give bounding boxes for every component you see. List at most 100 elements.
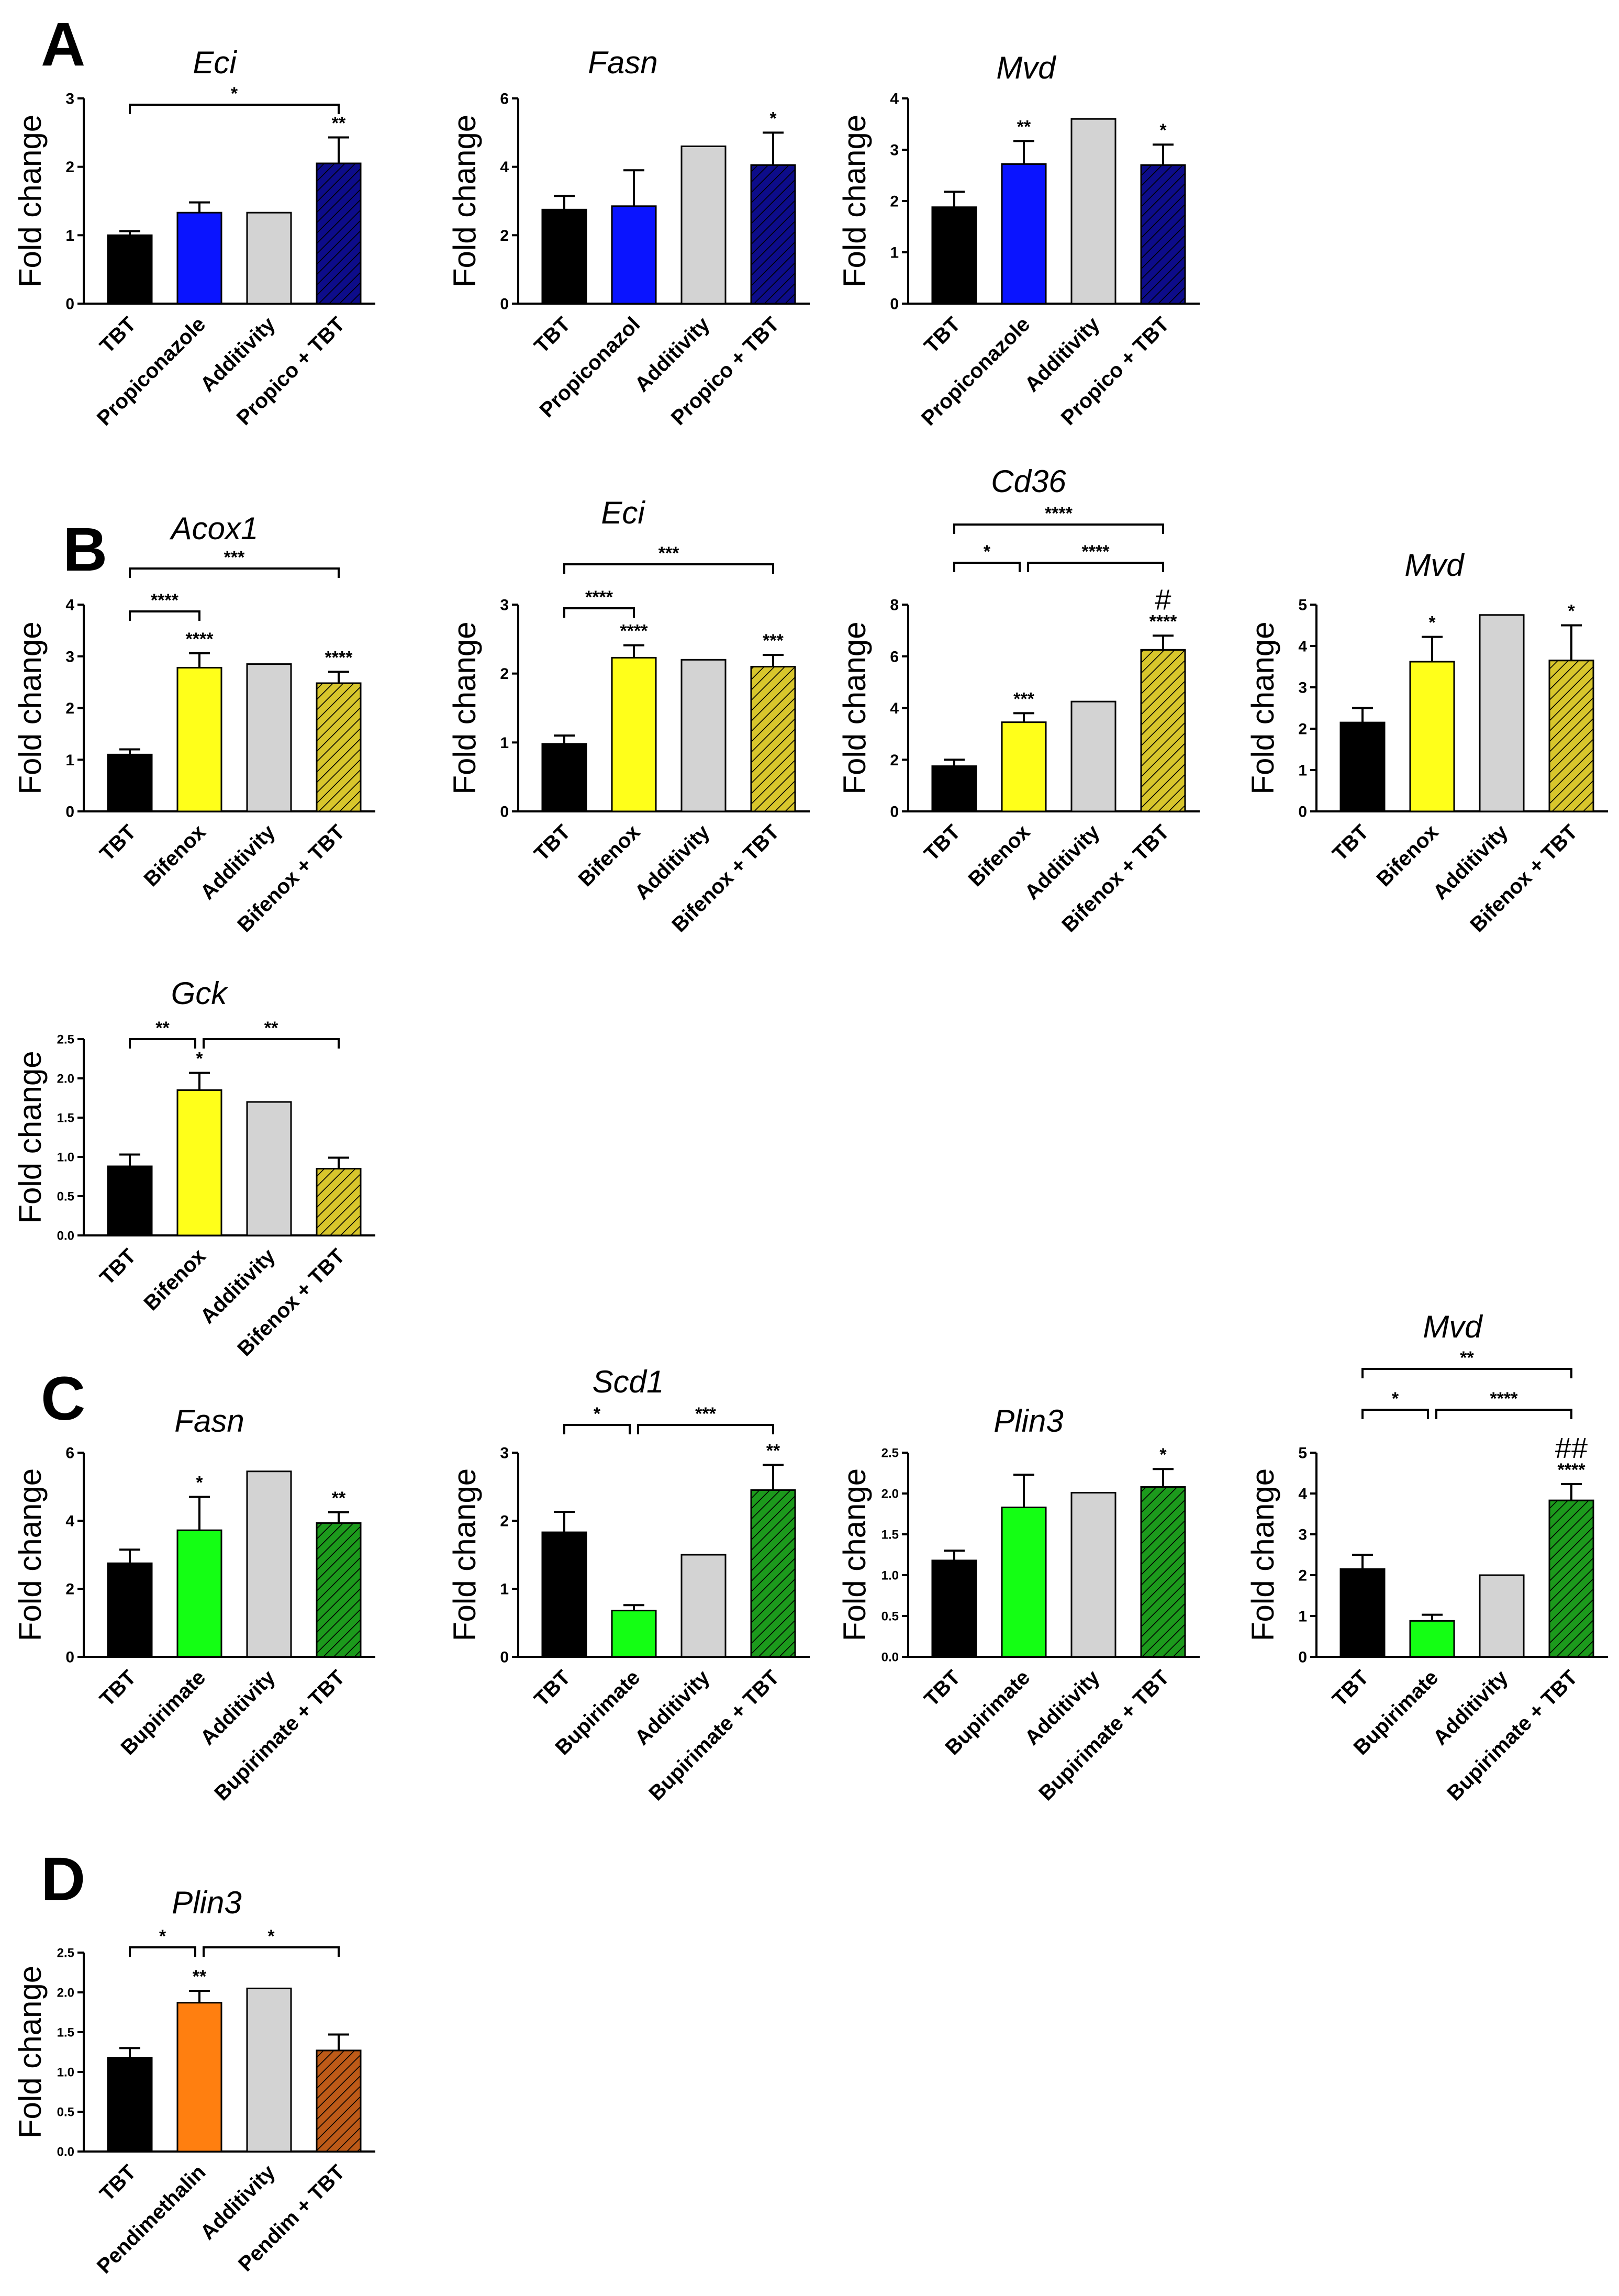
chart-b-acox1-xtick-tbt: TBT [95, 820, 140, 865]
chart-c-scd1-ylabel: Fold change [447, 1468, 482, 1641]
chart-a-mvd-bar-propico-tbt-hatch [1140, 164, 1186, 305]
chart-a-eci-bar-tbt [107, 234, 153, 305]
chart-b-gck-ytick-label: 1.5 [57, 1111, 74, 1125]
chart-b-eci-bracket-1 [563, 607, 635, 618]
chart-c-fasn-ytick-label: 0 [65, 1649, 74, 1666]
chart-d-plin3-ytick-label: 0.5 [57, 2105, 74, 2119]
chart-c-scd1-bracket-2-label: *** [695, 1404, 716, 1424]
chart-c-mvd-bracket-2-label: **** [1490, 1389, 1518, 1409]
chart-a-fasn-ytick-label: 6 [500, 91, 509, 108]
chart-a-mvd-title: Mvd [996, 50, 1056, 85]
chart-b-gck-bar-bifenox-significance: * [196, 1049, 203, 1069]
chart-b-cd36-ylabel: Fold change [837, 621, 872, 794]
chart-b-acox1-ytick-label: 0 [65, 804, 74, 821]
chart-c-fasn-ytick-label: 6 [65, 1445, 74, 1462]
chart-d-plin3-bar-tbt [107, 2057, 153, 2153]
chart-c-scd1-bar-bupirimate [611, 1610, 657, 1658]
chart-b-mvd-bar-bifenox-significance: * [1428, 613, 1436, 633]
chart-a-eci-bar-propico-tbt-hatch [316, 162, 362, 305]
chart-b-eci-ytick-label: 2 [500, 665, 509, 683]
chart-b-eci-bar-additivity [680, 659, 727, 812]
chart-b-gck-ytick-label: 2.5 [57, 1032, 74, 1046]
chart-c-plin3-ytick-label: 2.0 [881, 1487, 899, 1501]
chart-b-mvd-ytick-label: 4 [1298, 638, 1307, 655]
chart-b-acox1-ytick-label: 4 [65, 597, 74, 614]
chart-c-fasn-bar-bupirimate-significance: * [196, 1473, 203, 1493]
chart-a-fasn-xtick-tbt: TBT [530, 313, 575, 358]
chart-b-acox1-ylabel: Fold change [13, 621, 48, 794]
chart-a-fasn-bar-propico-tbt-hatch [750, 164, 796, 305]
chart-c-plin3-ytick-label: 0.0 [881, 1650, 899, 1664]
chart-c-mvd-ytick-label: 5 [1298, 1445, 1307, 1462]
chart-c-plin3-bar-additivity [1070, 1491, 1116, 1658]
chart-a-fasn-ylabel: Fold change [447, 115, 482, 287]
chart-b-gck-bar-tbt [107, 1165, 153, 1236]
chart-c-scd1-bar-additivity [680, 1554, 727, 1658]
chart-c-mvd-bracket-2 [1435, 1409, 1572, 1419]
chart-b-cd36-bar-bifenox-significance: *** [1013, 689, 1034, 709]
chart-b-cd36-bar-additivity [1070, 700, 1116, 812]
chart-a-fasn-bar-propiconazol [611, 205, 657, 305]
chart-d-plin3-title: Plin3 [172, 1885, 241, 1920]
panel-label-c: C [41, 1364, 85, 1433]
chart-c-fasn-title: Fasn [174, 1403, 244, 1439]
chart-c-scd1-title: Scd1 [593, 1364, 664, 1399]
chart-c-mvd-xtick-bupirimate-tbt: Bupirimate + TBT [1443, 1666, 1582, 1805]
chart-d-plin3-bracket-1-label: * [159, 1926, 166, 1946]
chart-a-mvd-ylabel: Fold change [837, 115, 872, 287]
chart-b-gck-bracket-2 [203, 1038, 340, 1049]
chart-d-plin3-bar-pendimethalin [176, 2002, 222, 2153]
chart-b-mvd-ylabel: Fold change [1245, 621, 1280, 794]
chart-b-eci-bracket-2-label: *** [658, 543, 679, 563]
chart-a-fasn-bar-propico-tbt-significance: * [769, 108, 777, 128]
chart-b-mvd-ytick-label: 1 [1298, 762, 1307, 779]
chart-b-cd36-bracket-2-label: **** [1082, 542, 1110, 562]
chart-b-mvd-bar-bifenox-tbt-hatch [1548, 660, 1594, 812]
chart-b-gck-ytick-label: 2.0 [57, 1072, 74, 1086]
chart-b-gck-bracket-1 [129, 1038, 196, 1049]
chart-c-mvd-xtick-tbt: TBT [1328, 1666, 1373, 1711]
chart-a-mvd-bar-propiconazole-significance: ** [1017, 117, 1031, 137]
chart-c-plin3-ytick-label: 1.5 [881, 1528, 899, 1542]
chart-c-mvd-ytick-label: 0 [1298, 1649, 1307, 1666]
chart-b-acox1-ytick-label: 3 [65, 648, 74, 665]
chart-c-plin3-title: Plin3 [993, 1403, 1063, 1439]
chart-c-plin3-bar-bupirimate-tbt-hatch [1140, 1486, 1186, 1658]
chart-b-acox1-ytick-label: 1 [65, 752, 74, 769]
chart-a-eci-ylabel: Fold change [13, 115, 48, 287]
chart-b-eci-bracket-1-label: **** [585, 587, 613, 607]
chart-b-mvd-ytick-label: 5 [1298, 597, 1307, 614]
chart-b-acox1-bar-bifenox-significance: **** [186, 629, 214, 649]
chart-d-plin3-ytick-label: 0.0 [57, 2145, 74, 2159]
chart-b-cd36-title: Cd36 [991, 464, 1066, 499]
chart-b-gck-ytick-label: 0.5 [57, 1189, 74, 1203]
chart-b-eci-bar-bifenox-tbt-hatch [750, 666, 796, 812]
chart-b-mvd-xtick-tbt: TBT [1328, 820, 1373, 865]
chart-b-gck-ytick-label: 1.0 [57, 1150, 74, 1164]
chart-a-mvd-xtick-tbt: TBT [920, 313, 965, 358]
chart-b-eci-ytick-label: 0 [500, 804, 509, 821]
chart-c-plin3-ytick-label: 2.5 [881, 1446, 899, 1460]
chart-b-eci-title: Eci [601, 495, 645, 530]
chart-c-mvd-title: Mvd [1423, 1309, 1483, 1344]
chart-b-gck-xtick-bifenox: Bifenox [140, 1244, 210, 1315]
chart-c-scd1-ytick-label: 3 [500, 1445, 509, 1462]
chart-c-scd1-xtick-tbt: TBT [530, 1666, 575, 1711]
chart-b-mvd-bar-bifenox-tbt-significance: * [1568, 601, 1575, 621]
chart-b-cd36-bar-bifenox-tbt-hash: # [1155, 583, 1171, 616]
chart-b-gck-title: Gck [171, 976, 229, 1011]
chart-b-acox1-bar-bifenox-tbt-significance: **** [325, 648, 353, 667]
chart-c-mvd-bar-bupirimate [1409, 1620, 1455, 1658]
chart-d-plin3-bar-additivity [246, 1987, 292, 2153]
panel-label-d: D [41, 1845, 85, 1914]
chart-c-fasn-bar-bupirimate-tbt-significance: ** [332, 1488, 346, 1508]
chart-b-mvd-title: Mvd [1404, 548, 1465, 583]
chart-b-cd36-bracket-1 [953, 562, 1021, 572]
chart-b-acox1-title: Acox1 [170, 511, 259, 546]
chart-c-mvd-bracket-3-label: ** [1460, 1348, 1474, 1368]
chart-b-cd36-xtick-tbt: TBT [920, 820, 965, 865]
